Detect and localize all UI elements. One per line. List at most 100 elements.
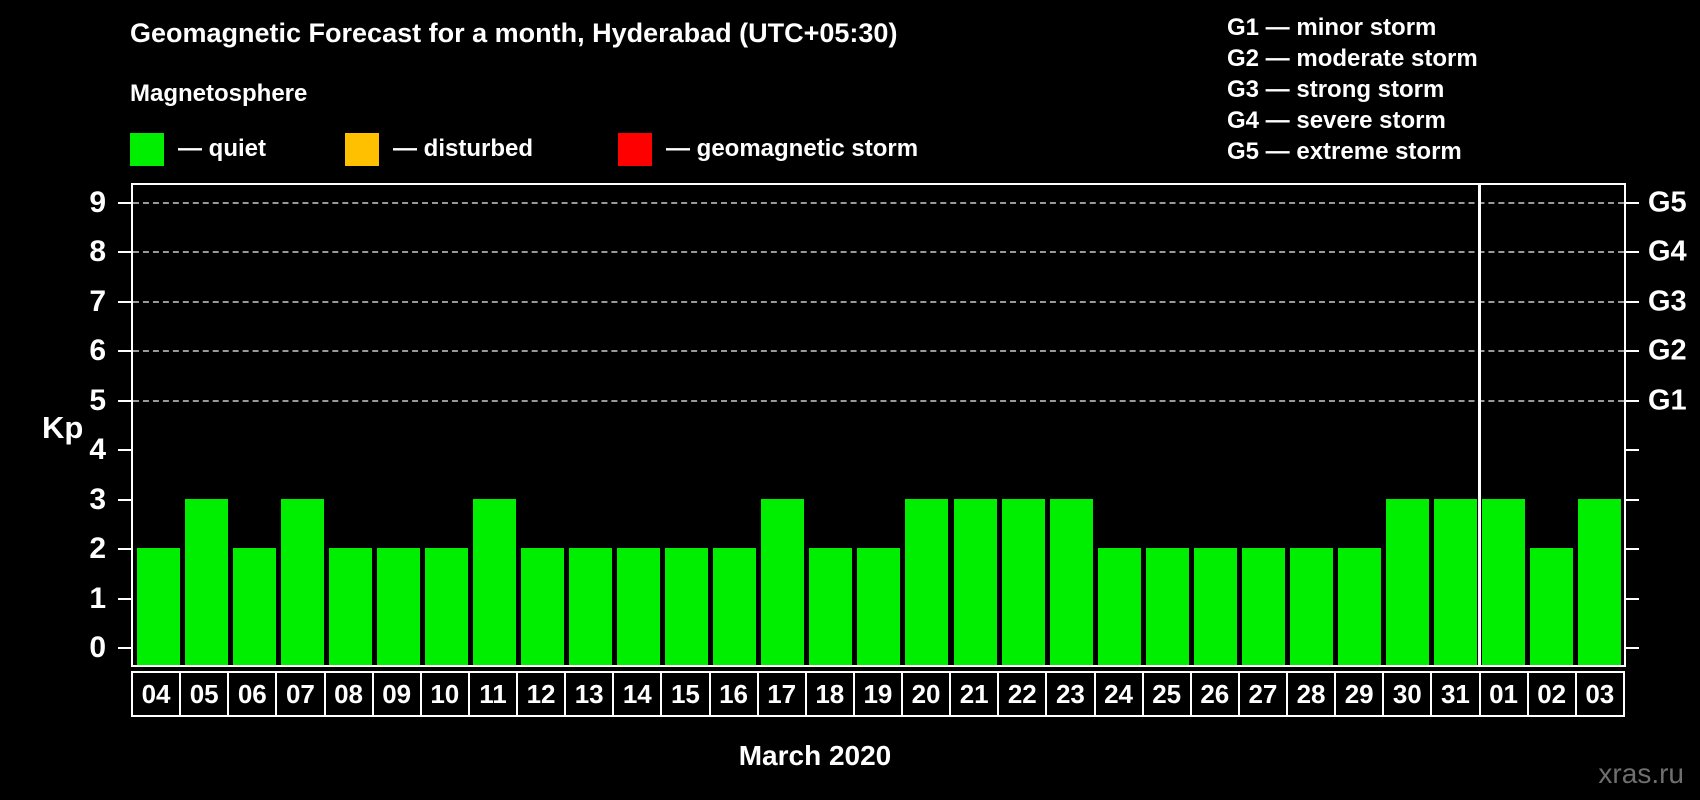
- legend-swatch-storm-icon: [618, 132, 652, 166]
- legend-item-label: — quiet: [178, 135, 266, 162]
- y-axis-tick: [118, 449, 131, 451]
- gridline-kp6: [133, 350, 1624, 352]
- y-axis-tick: [118, 597, 131, 600]
- kp-bar: [233, 548, 277, 665]
- date-label-cell: 10: [419, 671, 470, 717]
- storm-scale-item: G1 — minor storm: [1227, 14, 1437, 41]
- kp-bar: [1145, 548, 1189, 665]
- gridline-kp7: [133, 300, 1624, 303]
- date-axis-row: 04 05 06 07 08 09 10 11 12 13 14 15 16 17 18 19 20 21 22 23…: [131, 671, 1625, 717]
- date-label-cell: 20: [901, 671, 952, 717]
- y-axis-tick-label: 3: [89, 482, 106, 516]
- date-label-cell: 04: [131, 671, 182, 717]
- y-axis-tick-label: 6: [89, 334, 106, 367]
- date-label-cell: 05: [179, 671, 230, 717]
- g-axis-tick: [1626, 498, 1639, 501]
- date-label-cell: 11: [467, 671, 518, 717]
- g-axis-label-G4: G4: [1648, 235, 1687, 268]
- g-axis-tick: [1626, 201, 1639, 204]
- y-axis-tick: [118, 548, 131, 550]
- g-axis-tick: [1626, 597, 1639, 600]
- kp-bar: [329, 548, 373, 665]
- legend-item-label: — geomagnetic storm: [666, 135, 919, 162]
- kp-bar: [1193, 548, 1237, 665]
- date-label-cell: 28: [1286, 671, 1337, 717]
- kp-bar: [809, 548, 853, 665]
- kp-bar: [1481, 498, 1525, 665]
- date-label-cell: 22: [997, 671, 1048, 717]
- kp-bar: [1433, 498, 1477, 665]
- date-label-cell: 16: [708, 671, 759, 717]
- legend-item-label: — disturbed: [393, 135, 534, 162]
- date-label-cell: 25: [1141, 671, 1192, 717]
- g-axis-label-G5: G5: [1648, 186, 1687, 218]
- kp-bar: [713, 548, 757, 665]
- kp-bar: [1241, 548, 1285, 665]
- kp-bar: [473, 498, 517, 665]
- magnetosphere-label: Magnetosphere: [130, 80, 308, 107]
- kp-bar: [377, 548, 421, 665]
- kp-bar: [1385, 498, 1429, 665]
- color-legend: — quiet — disturbed — geomagnetic storm: [130, 132, 1080, 166]
- y-axis-tick: [118, 350, 131, 352]
- month-label: March 2020: [738, 740, 892, 771]
- y-axis-tick-label: 0: [89, 631, 106, 664]
- legend-item-storm: — geomagnetic storm: [618, 132, 918, 166]
- date-label-cell: 03: [1574, 671, 1625, 717]
- date-label-cell: 24: [1093, 671, 1144, 717]
- date-label-cell: 27: [1237, 671, 1288, 717]
- date-label-cell: 21: [949, 671, 1000, 717]
- date-label-cell: 14: [612, 671, 663, 717]
- g-axis-label-G2: G2: [1648, 334, 1687, 367]
- g-axis-tick: [1626, 449, 1639, 451]
- y-axis-tick: [118, 201, 131, 204]
- date-label-cell: 08: [323, 671, 374, 717]
- kp-bar: [1577, 498, 1621, 665]
- legend-swatch-disturbed-icon: [345, 132, 379, 166]
- date-label-cell: 07: [275, 671, 326, 717]
- date-label-cell: 23: [1045, 671, 1096, 717]
- plot-area: [131, 183, 1626, 667]
- date-label-cell: 30: [1382, 671, 1433, 717]
- date-label-cell: 26: [1189, 671, 1240, 717]
- kp-bar: [857, 548, 901, 665]
- kp-bar: [1337, 548, 1381, 665]
- y-axis-tick: [118, 300, 131, 303]
- gridline-kp8: [133, 251, 1624, 253]
- y-axis-tick: [118, 647, 131, 649]
- date-label-cell: 06: [227, 671, 278, 717]
- date-label-cell: 17: [756, 671, 807, 717]
- kp-bar: [1001, 498, 1045, 665]
- y-axis-tick-label: 7: [89, 284, 106, 318]
- y-axis-tick: [118, 399, 131, 402]
- date-label-cell: 19: [852, 671, 903, 717]
- kp-bar: [1529, 548, 1573, 665]
- kp-bar: [617, 548, 661, 665]
- kp-bar: [953, 498, 997, 665]
- kp-bar: [1049, 498, 1093, 665]
- y-axis-tick-label: 1: [89, 581, 106, 615]
- kp-bar: [281, 498, 325, 665]
- kp-axis-label: Kp: [42, 410, 84, 445]
- g-axis-tick: [1626, 350, 1639, 352]
- g-axis-label-G3: G3: [1648, 285, 1687, 317]
- y-axis-tick-label: 9: [89, 185, 106, 219]
- kp-bar: [185, 498, 229, 665]
- plot-inner: [133, 185, 1624, 665]
- y-axis-tick-label: 8: [89, 235, 106, 268]
- date-label-cell: 31: [1430, 671, 1481, 717]
- kp-bar: [1097, 548, 1141, 665]
- g-axis-label-G1: G1: [1648, 384, 1687, 416]
- date-label-cell: 12: [516, 671, 567, 717]
- storm-scale-item: G2 — moderate storm: [1227, 45, 1478, 72]
- storm-scale-item: G4 — severe storm: [1227, 107, 1446, 134]
- g-axis-tick: [1626, 647, 1639, 649]
- g-axis-tick: [1626, 300, 1639, 303]
- date-label-cell: 09: [371, 671, 422, 717]
- date-label-cell: 02: [1526, 671, 1577, 717]
- kp-bar: [761, 498, 805, 665]
- y-axis-tick: [118, 251, 131, 253]
- kp-bar: [905, 498, 949, 665]
- date-label-cell: 29: [1334, 671, 1385, 717]
